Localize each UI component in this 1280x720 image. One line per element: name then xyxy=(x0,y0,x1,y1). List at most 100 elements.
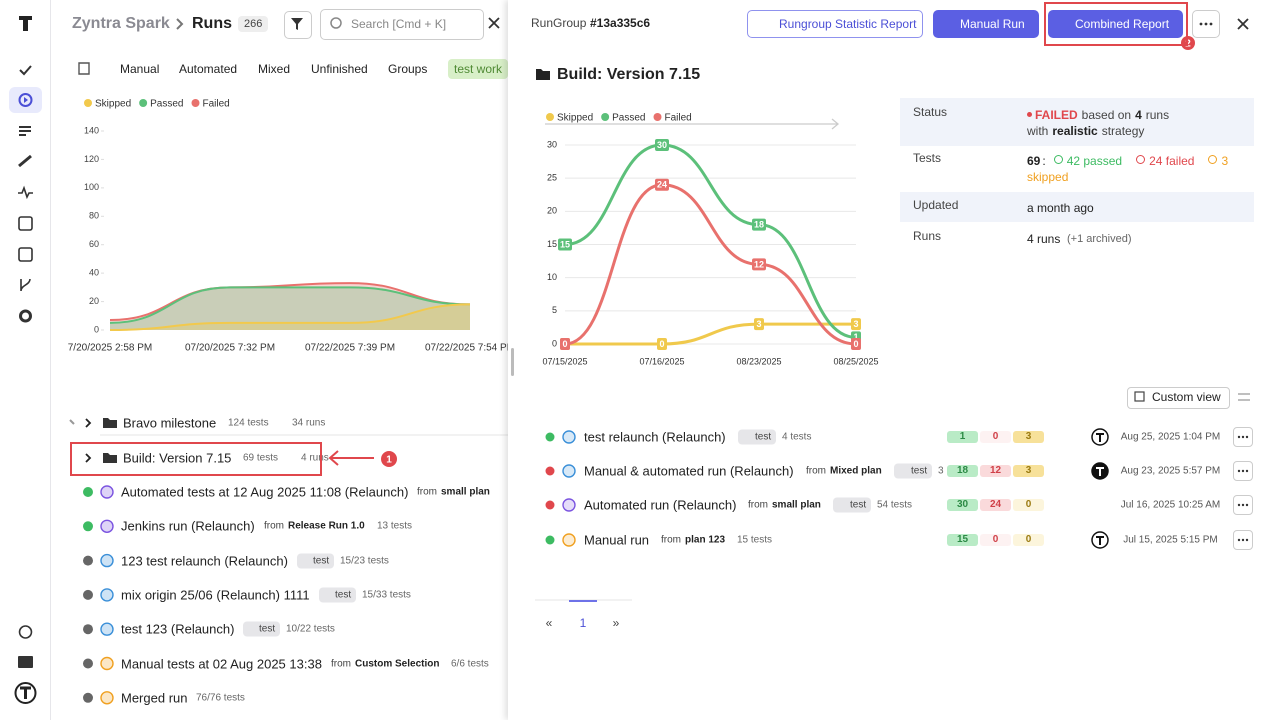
run-title[interactable]: Merged run xyxy=(121,690,188,706)
icon xyxy=(24,97,28,103)
tab[interactable]: Manual xyxy=(120,62,160,76)
y-tick-label: 20 xyxy=(89,296,99,306)
group-tests: 69 tests xyxy=(243,452,279,464)
y-tick-label: 40 xyxy=(89,268,99,278)
tab[interactable]: Automated xyxy=(179,62,238,76)
legend-label: Passed xyxy=(150,99,183,110)
run-from: from xyxy=(264,520,284,532)
run-tag: test xyxy=(243,621,281,637)
run-tag: test xyxy=(297,553,335,569)
filter-button[interactable] xyxy=(284,11,312,39)
tab[interactable]: Mixed xyxy=(258,62,291,76)
icon[interactable] xyxy=(18,656,33,668)
icon[interactable] xyxy=(19,126,31,136)
y-tick-label: 100 xyxy=(84,182,99,192)
y-tick-label: 140 xyxy=(84,125,99,135)
icon xyxy=(19,65,32,76)
chevron xyxy=(176,18,184,30)
line xyxy=(109,286,471,324)
group-runs: 34 runs xyxy=(292,417,326,429)
legend-dot xyxy=(139,99,148,107)
status-icon xyxy=(83,624,93,635)
run-tests: 6/6 tests xyxy=(451,658,489,669)
run-title[interactable]: 123 test relaunch (Relaunch) xyxy=(121,553,288,569)
run-from: from xyxy=(331,658,351,669)
status-icon xyxy=(83,658,93,669)
legend-dot xyxy=(191,99,200,107)
annotation-label: 1 xyxy=(386,455,392,466)
run-source: Custom Selection xyxy=(355,658,440,669)
line xyxy=(109,303,471,331)
run-title[interactable]: Manual tests at 02 Aug 2025 13:38 xyxy=(121,656,322,671)
sidebar-icons xyxy=(9,16,42,704)
x-tick-label: 7/20/2025 2:58 PM xyxy=(68,343,153,354)
legend-label: Skipped xyxy=(95,99,131,110)
type-icon xyxy=(100,622,114,636)
drag-icon xyxy=(69,419,75,425)
status-icon xyxy=(83,692,93,703)
area xyxy=(110,283,470,330)
section-title: Runs xyxy=(192,15,232,32)
x-tick-label: 07/20/2025 7:32 PM xyxy=(185,343,275,354)
status-icon xyxy=(83,487,93,497)
type-icon xyxy=(100,519,114,533)
run-title[interactable]: mix origin 25/06 (Relaunch) 1111 xyxy=(121,587,310,603)
icon[interactable] xyxy=(18,154,32,168)
avatar[interactable] xyxy=(14,682,37,704)
type-icon xyxy=(100,588,114,602)
legend-dot xyxy=(84,99,92,107)
run-source: Release Run 1.0 xyxy=(288,520,365,532)
count-badge: 266 xyxy=(238,16,269,32)
run-tests: 10/22 tests xyxy=(286,623,335,635)
arrow xyxy=(328,450,374,466)
legend-label: Failed xyxy=(203,99,230,110)
group-name[interactable]: Build: Version 7.15 xyxy=(123,450,232,466)
app-name: Zyntra Spark xyxy=(72,15,170,32)
run-from: from xyxy=(417,486,437,498)
icon[interactable] xyxy=(18,185,33,200)
type-icon xyxy=(100,656,114,671)
line xyxy=(109,282,471,322)
icon[interactable] xyxy=(19,309,32,323)
icon xyxy=(18,93,33,107)
tab[interactable]: Groups xyxy=(388,62,428,76)
run-tests: 15/23 tests xyxy=(340,555,389,567)
icon[interactable] xyxy=(18,247,33,262)
icon[interactable] xyxy=(18,216,33,231)
sidebar xyxy=(0,0,51,720)
run-tests: 76/76 tests xyxy=(196,692,245,704)
group-name[interactable]: Bravo milestone xyxy=(123,415,217,431)
run-title[interactable]: test 123 (Relaunch) xyxy=(121,621,235,637)
y-tick-label: 0 xyxy=(94,324,99,334)
y-tick-label: 80 xyxy=(89,211,99,221)
tab[interactable]: Unfinished xyxy=(311,62,368,76)
folder-icon xyxy=(103,453,117,463)
icon[interactable] xyxy=(18,625,33,639)
run-tests: 13 tests xyxy=(377,520,413,532)
search-box[interactable] xyxy=(320,9,484,40)
icon[interactable] xyxy=(20,278,31,292)
group-runs: 4 runs xyxy=(301,452,329,464)
type-icon xyxy=(100,553,114,568)
status-icon xyxy=(83,521,93,532)
run-title[interactable]: Automated tests at 12 Aug 2025 11:08 (Re… xyxy=(121,484,409,500)
y-tick-label: 60 xyxy=(89,239,99,249)
status-icon xyxy=(83,555,93,566)
search-placeholder: Search [Cmd + K] xyxy=(351,17,447,31)
expand-chevron xyxy=(85,453,92,463)
tab[interactable]: test work xyxy=(448,59,509,79)
run-title[interactable]: Jenkins run (Relaunch) xyxy=(121,518,255,534)
run-source: small plan xyxy=(441,486,490,498)
filter-icon xyxy=(291,18,303,30)
run-tests: 15/33 tests xyxy=(362,589,411,601)
logo xyxy=(19,16,32,31)
type-icon xyxy=(100,485,114,499)
search-icon xyxy=(330,17,342,29)
folder-icon xyxy=(103,418,117,428)
group-tests: 124 tests xyxy=(228,417,269,429)
y-tick-label: 120 xyxy=(84,154,99,164)
tabs-icon xyxy=(78,62,90,75)
